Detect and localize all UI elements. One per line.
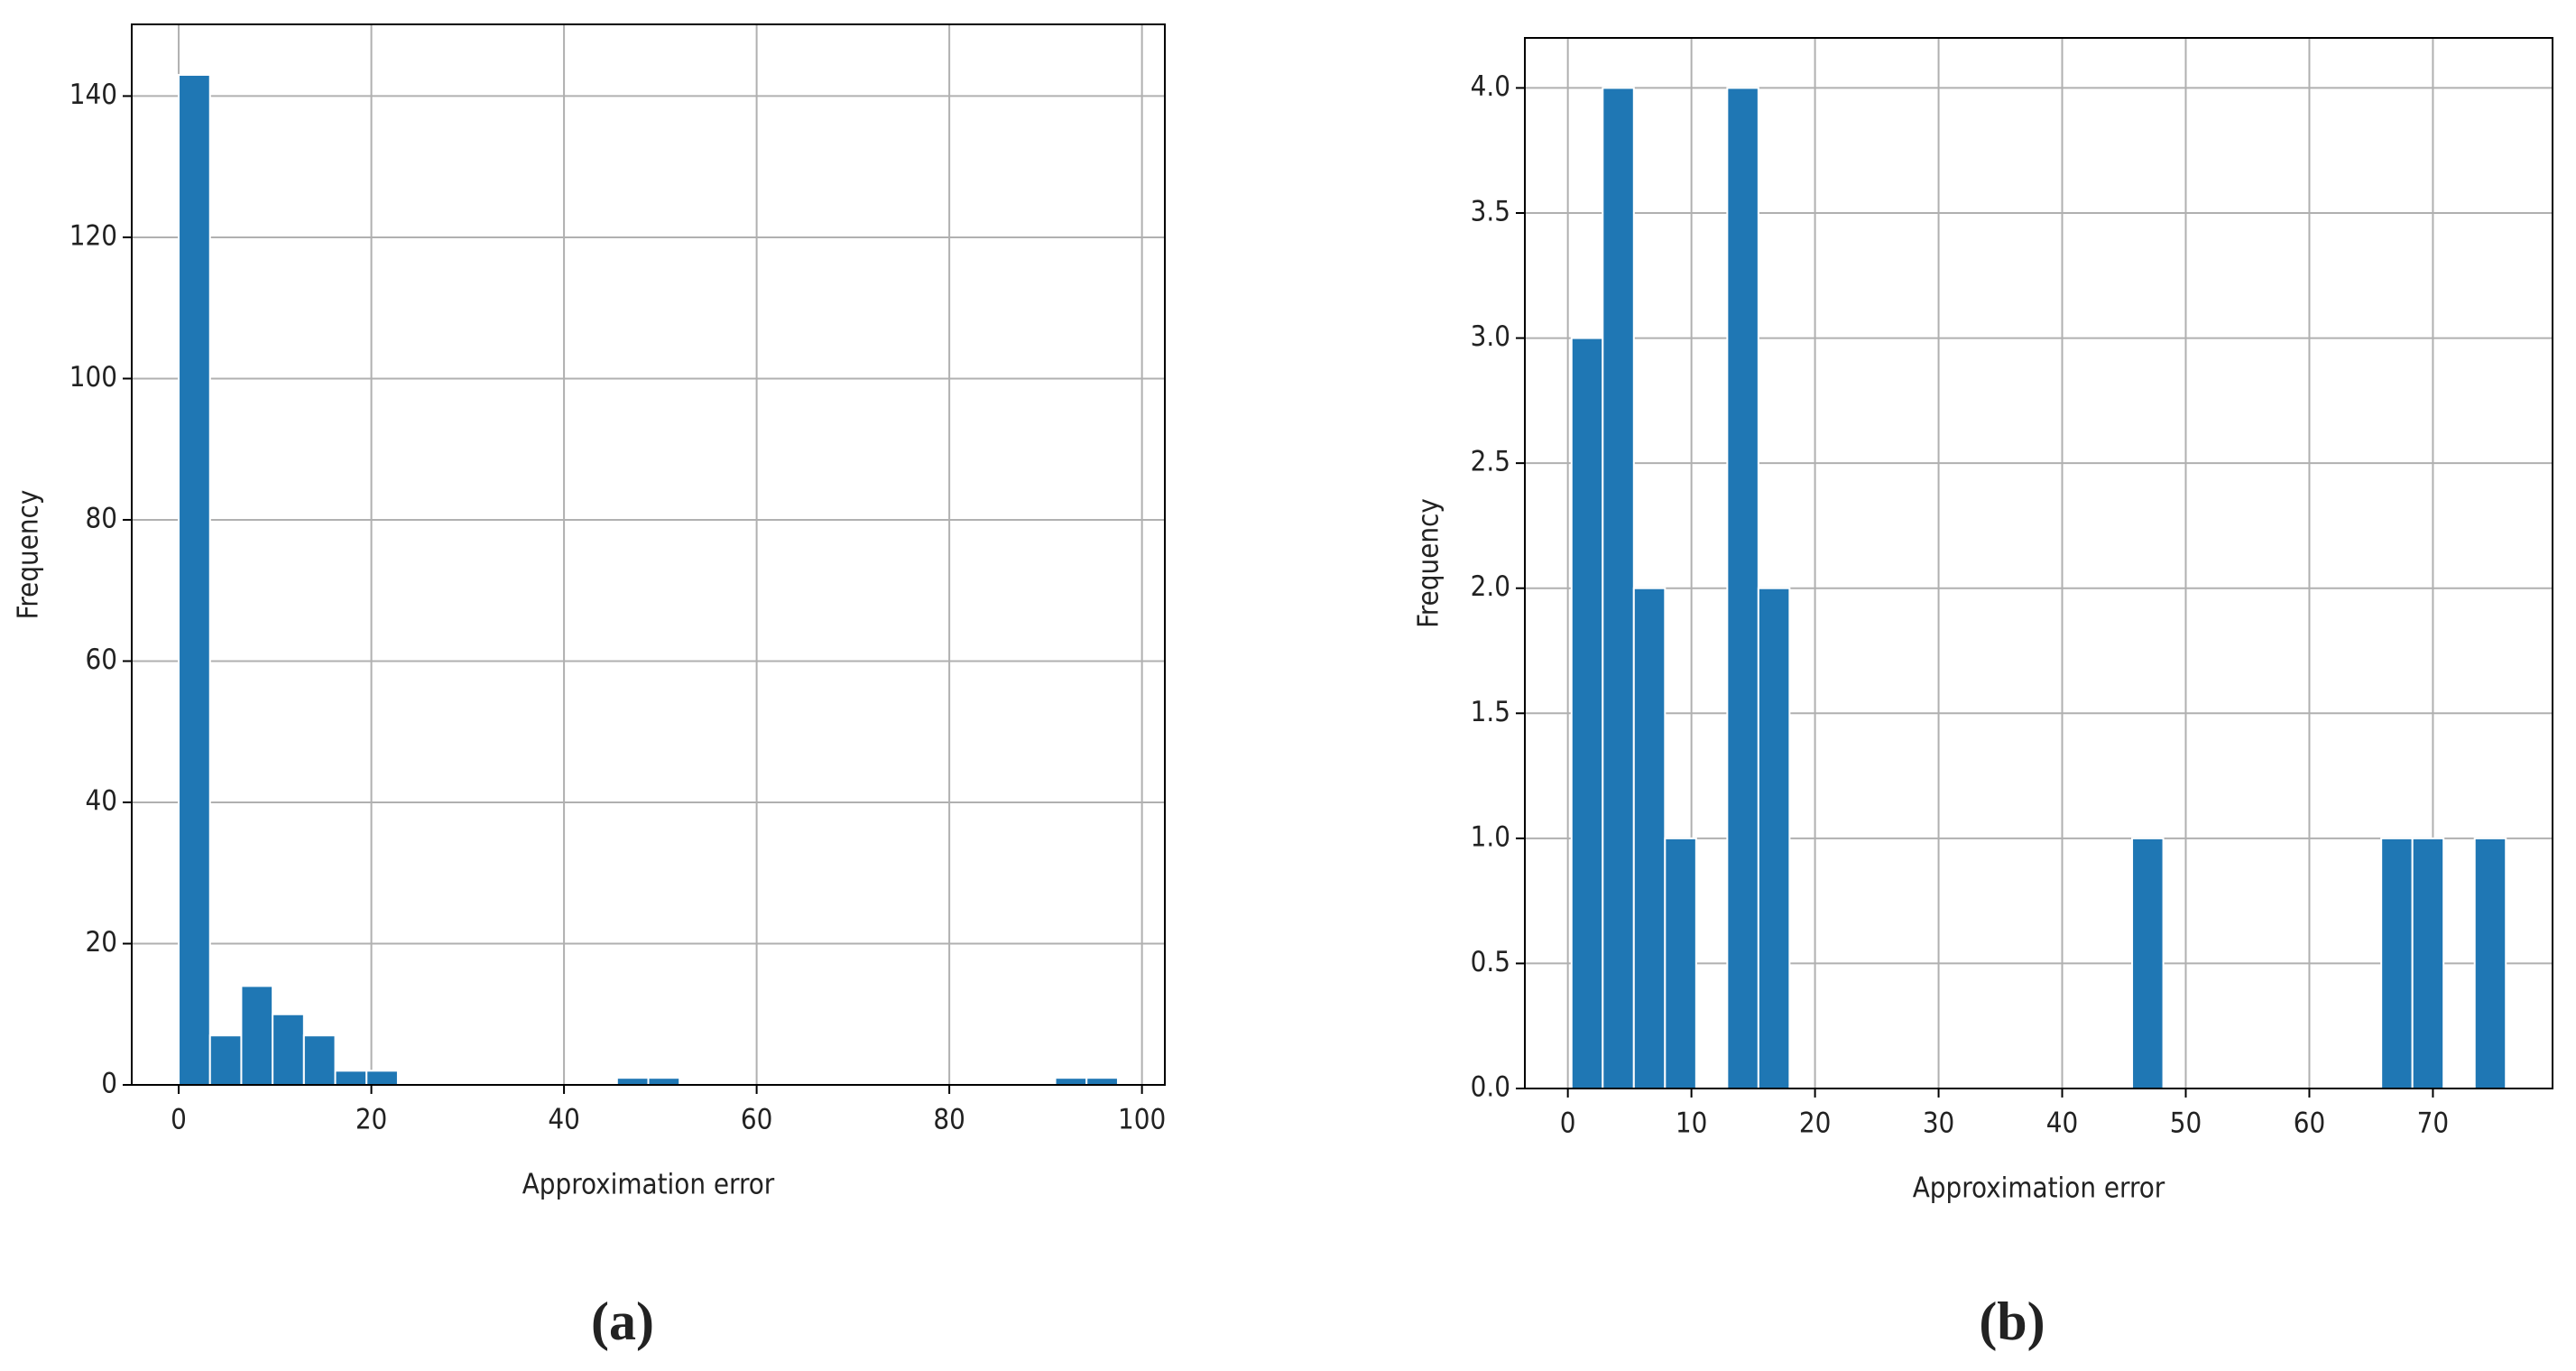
bar bbox=[1602, 87, 1635, 1089]
x-axis-label: Approximation error bbox=[522, 1169, 775, 1201]
y-axis-label: Frequency bbox=[13, 490, 45, 620]
bar bbox=[1570, 337, 1604, 1090]
bar bbox=[208, 1034, 243, 1086]
bar bbox=[1726, 87, 1759, 1089]
bar bbox=[615, 1077, 650, 1086]
bar bbox=[240, 985, 274, 1086]
y-tick-label: 2.0 bbox=[1471, 570, 1510, 603]
bar bbox=[334, 1070, 368, 1087]
bar bbox=[1085, 1077, 1119, 1086]
y-tick-label: 60 bbox=[86, 644, 117, 676]
bar bbox=[1632, 587, 1667, 1089]
x-tick-label: 10 bbox=[1676, 1107, 1707, 1140]
x-tick-label: 80 bbox=[933, 1104, 965, 1136]
y-tick-label: 1.0 bbox=[1471, 820, 1510, 853]
plot-frame bbox=[1524, 37, 2553, 1089]
x-tick-label: 100 bbox=[1118, 1104, 1166, 1136]
y-tick-label: 1.5 bbox=[1471, 696, 1510, 728]
x-tick-label: 40 bbox=[2046, 1107, 2078, 1140]
x-tick-label: 60 bbox=[741, 1104, 772, 1136]
bar bbox=[647, 1077, 681, 1086]
plot-frame bbox=[131, 23, 1166, 1086]
bar bbox=[302, 1034, 337, 1086]
y-tick-label: 100 bbox=[69, 361, 117, 394]
bar bbox=[272, 1013, 305, 1086]
y-tick-label: 40 bbox=[86, 784, 117, 817]
bar bbox=[2380, 837, 2414, 1089]
bar bbox=[2131, 837, 2165, 1089]
y-tick-label: 80 bbox=[86, 502, 117, 534]
y-tick-label: 3.0 bbox=[1471, 320, 1510, 353]
x-tick-label: 30 bbox=[1923, 1107, 1954, 1140]
x-tick-label: 70 bbox=[2417, 1107, 2449, 1140]
x-tick-label: 0 bbox=[171, 1104, 187, 1136]
x-tick-label: 0 bbox=[1560, 1107, 1576, 1140]
y-tick-label: 120 bbox=[69, 219, 117, 252]
bar bbox=[1757, 587, 1791, 1089]
y-axis-label: Frequency bbox=[1413, 498, 1445, 628]
bar bbox=[1054, 1077, 1088, 1086]
x-tick-label: 20 bbox=[1799, 1107, 1831, 1140]
bar bbox=[1664, 837, 1697, 1089]
x-tick-label: 60 bbox=[2294, 1107, 2325, 1140]
bar bbox=[2411, 837, 2445, 1089]
caption: (a) bbox=[591, 1292, 654, 1351]
y-tick-label: 0.0 bbox=[1471, 1071, 1510, 1104]
x-tick-label: 20 bbox=[355, 1104, 387, 1136]
y-tick-label: 4.0 bbox=[1471, 70, 1510, 103]
y-tick-label: 140 bbox=[69, 79, 117, 111]
y-tick-label: 20 bbox=[86, 926, 117, 959]
y-tick-label: 0 bbox=[101, 1068, 117, 1100]
bar bbox=[2473, 837, 2507, 1089]
bar bbox=[365, 1070, 399, 1087]
x-tick-label: 50 bbox=[2170, 1107, 2202, 1140]
bar bbox=[178, 73, 211, 1086]
y-tick-label: 0.5 bbox=[1471, 946, 1510, 978]
y-tick-label: 3.5 bbox=[1471, 196, 1510, 228]
x-axis-label: Approximation error bbox=[1913, 1172, 2165, 1205]
caption: (b) bbox=[1979, 1292, 2045, 1351]
y-tick-label: 2.5 bbox=[1471, 446, 1510, 478]
x-tick-label: 40 bbox=[548, 1104, 579, 1136]
